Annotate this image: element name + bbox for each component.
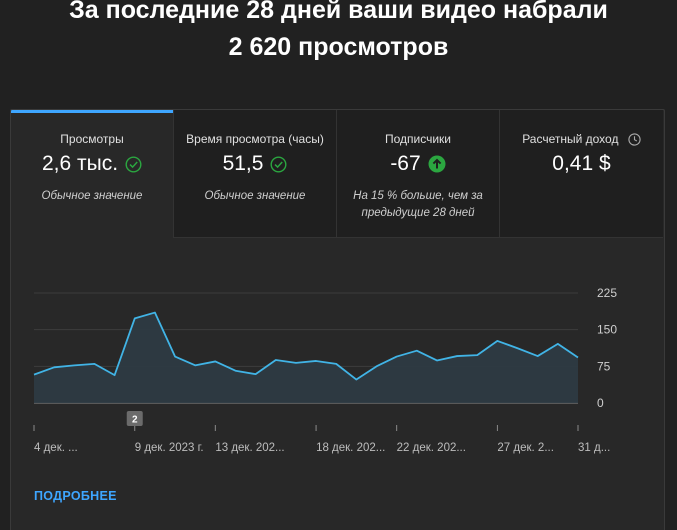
check-circle-icon — [270, 155, 287, 173]
metrics-card: Просмотры 2,6 тыс. Обычное значение Врем… — [10, 109, 665, 530]
x-tick-label: 22 дек. 202... — [397, 442, 466, 454]
tab-revenue[interactable]: Расчетный доход 0,41 $ — [500, 110, 663, 238]
tab-note: Обычное значение — [41, 190, 143, 202]
tab-value: 51,5 — [222, 152, 264, 175]
y-tick-label: 225 — [597, 286, 617, 300]
headline: За последние 28 дней ваши видео набрали … — [0, 0, 677, 66]
tab-label: Подписчики — [384, 132, 451, 146]
marker-badge-label: 2 — [132, 415, 138, 426]
y-tick-label: 150 — [597, 323, 617, 337]
tab-label: Время просмотра (часы) — [186, 132, 324, 146]
series-area — [34, 312, 578, 403]
tab-label: Просмотры — [60, 132, 124, 146]
x-tick-label: 31 д... — [578, 442, 610, 454]
y-tick-label: 75 — [597, 359, 611, 373]
marker-badge — [126, 411, 143, 426]
tab-label: Расчетный доход — [522, 132, 619, 146]
tab-note: На 15 % больше, чем за предыдущие 28 дне… — [353, 190, 483, 219]
views-chart: 0 75 150 225 4 дек. ... 9 дек. 2023 г. 13 дек.… — [33, 286, 617, 454]
headline-line1: За последние 28 дней ваши видео набрали — [69, 0, 608, 24]
x-tick-label: 9 дек. 2023 г. — [135, 442, 204, 454]
tab-value: -67 — [390, 152, 421, 175]
y-tick-label: 0 — [597, 396, 604, 410]
x-tick-label: 13 дек. 202... — [215, 442, 284, 454]
arrow-up-circle-icon — [428, 155, 446, 173]
clock-icon — [628, 133, 641, 146]
more-link[interactable]: ПОДРОБНЕЕ — [34, 489, 117, 503]
tab-value: 2,6 тыс. — [41, 152, 119, 175]
tab-value: 0,41 $ — [552, 152, 611, 175]
metric-tabs: Просмотры 2,6 тыс. Обычное значение Врем… — [11, 110, 664, 238]
series-line — [33, 311, 579, 381]
x-tick-label: 4 дек. ... — [34, 442, 78, 454]
tab-watch-time[interactable]: Время просмотра (часы) 51,5 Обычное знач… — [174, 110, 337, 238]
headline-line2: 2 620 просмотров — [228, 33, 449, 61]
x-tick-label: 27 дек. 2... — [497, 442, 554, 454]
check-circle-icon — [125, 155, 142, 173]
tab-subscribers[interactable]: Подписчики -67 На 15 % больше, чем за пр… — [337, 110, 500, 238]
x-tick-label: 18 дек. 202... — [316, 442, 385, 454]
tab-note: Обычное значение — [204, 190, 306, 202]
tab-views[interactable]: Просмотры 2,6 тыс. Обычное значение — [11, 110, 174, 238]
